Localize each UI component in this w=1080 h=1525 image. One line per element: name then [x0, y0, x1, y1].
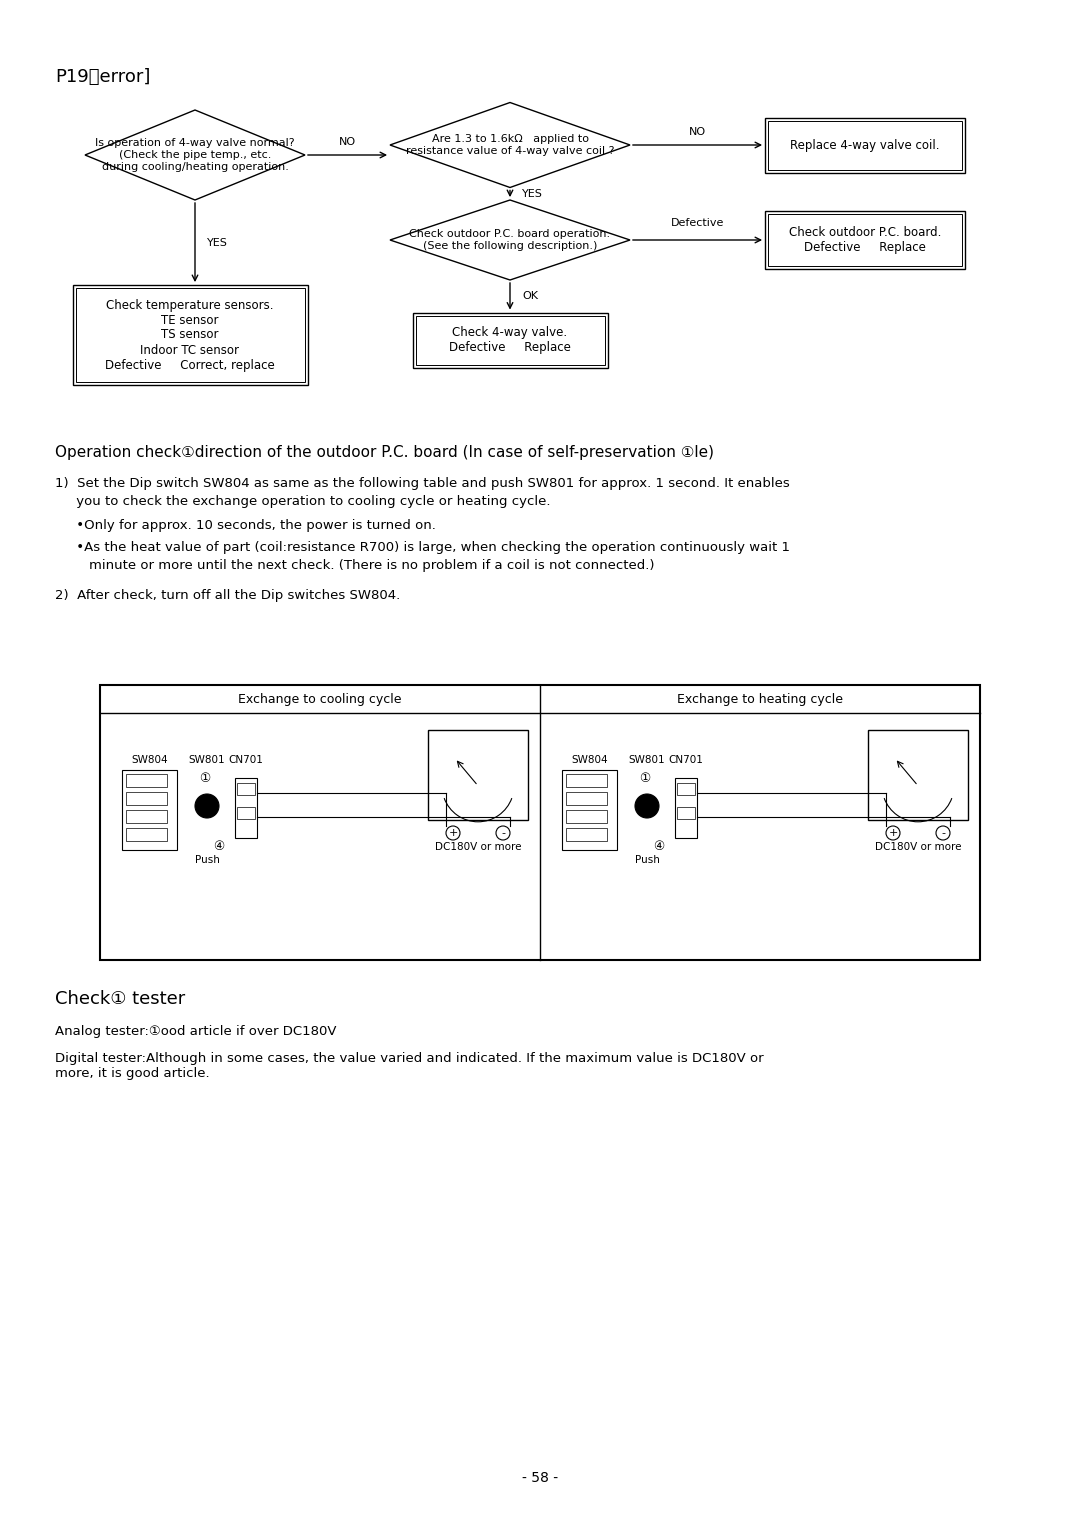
Bar	[566, 828, 607, 842]
Text: Check outdoor P.C. board operation.
(See the following description.): Check outdoor P.C. board operation. (See…	[409, 229, 610, 250]
Text: •As the heat value of part (coil:resistance R700) is large, when checking the op: •As the heat value of part (coil:resista…	[55, 541, 789, 554]
Text: Exchange to heating cycle: Exchange to heating cycle	[677, 692, 843, 706]
Text: Exchange to cooling cycle: Exchange to cooling cycle	[239, 692, 402, 706]
Text: P19をerror]: P19をerror]	[55, 69, 150, 85]
Text: DC180V or more: DC180V or more	[875, 842, 961, 852]
Text: Defective: Defective	[671, 218, 725, 229]
Text: Check 4-way valve.
Defective     Replace: Check 4-way valve. Defective Replace	[449, 326, 571, 354]
Bar	[126, 828, 167, 842]
Text: you to check the exchange operation to cooling cycle or heating cycle.: you to check the exchange operation to c…	[55, 496, 551, 508]
Text: ④: ④	[653, 839, 664, 852]
Bar	[122, 770, 177, 849]
Bar	[72, 285, 308, 384]
Text: Push: Push	[635, 856, 660, 865]
Text: - 58 -: - 58 -	[522, 1472, 558, 1485]
Text: Digital tester:Although in some cases, the value varied and indicated. If the ma: Digital tester:Although in some cases, t…	[55, 1052, 764, 1080]
Text: Check temperature sensors.
TE sensor
TS sensor
Indoor TC sensor
Defective     Co: Check temperature sensors. TE sensor TS …	[105, 299, 275, 372]
Bar	[126, 791, 167, 805]
Text: -: -	[941, 828, 945, 839]
Text: minute or more until the next check. (There is no problem if a coil is not conne: minute or more until the next check. (Th…	[55, 560, 654, 572]
Bar	[768, 214, 962, 265]
Text: 2)  After check, turn off all the Dip switches SW804.: 2) After check, turn off all the Dip swi…	[55, 589, 401, 602]
Text: Is operation of 4-way valve normal?
(Check the pipe temp., etc.
during cooling/h: Is operation of 4-way valve normal? (Che…	[95, 139, 295, 172]
Bar	[413, 313, 607, 368]
Text: CN701: CN701	[669, 755, 703, 766]
Bar	[765, 117, 966, 172]
Bar	[126, 810, 167, 824]
Text: NO: NO	[339, 137, 356, 146]
Text: +: +	[889, 828, 897, 839]
Text: +: +	[448, 828, 458, 839]
Text: Check① tester: Check① tester	[55, 990, 186, 1008]
Bar	[416, 316, 605, 364]
Circle shape	[195, 795, 219, 817]
Bar	[237, 782, 255, 795]
Bar	[566, 810, 607, 824]
Bar	[428, 730, 528, 820]
Bar	[675, 778, 697, 839]
Text: SW801: SW801	[189, 755, 226, 766]
Text: 1)  Set the Dip switch SW804 as same as the following table and push SW801 for a: 1) Set the Dip switch SW804 as same as t…	[55, 477, 789, 490]
Bar	[76, 288, 305, 381]
Text: NO: NO	[689, 127, 706, 137]
Text: SW804: SW804	[571, 755, 608, 766]
Text: YES: YES	[522, 189, 543, 198]
Text: Push: Push	[194, 856, 219, 865]
Bar	[566, 791, 607, 805]
Circle shape	[635, 795, 659, 817]
Bar	[868, 730, 968, 820]
Bar	[566, 775, 607, 787]
Bar	[768, 120, 962, 169]
Text: Are 1.3 to 1.6kΩ   applied to
resistance value of 4-way valve coil ?: Are 1.3 to 1.6kΩ applied to resistance v…	[406, 134, 615, 156]
Text: ④: ④	[214, 839, 225, 852]
Bar	[237, 807, 255, 819]
Bar	[677, 807, 696, 819]
Bar	[765, 210, 966, 268]
Bar	[235, 778, 257, 839]
Text: Analog tester:①ood article if over DC180V: Analog tester:①ood article if over DC180…	[55, 1025, 337, 1039]
Text: -: -	[501, 828, 505, 839]
Text: CN701: CN701	[229, 755, 264, 766]
Text: SW804: SW804	[131, 755, 167, 766]
Text: ①: ①	[639, 772, 650, 784]
Bar	[562, 770, 617, 849]
Text: DC180V or more: DC180V or more	[435, 842, 522, 852]
Text: ①: ①	[200, 772, 211, 784]
Bar	[126, 775, 167, 787]
Text: YES: YES	[207, 238, 228, 247]
Bar	[677, 782, 696, 795]
Text: OK: OK	[522, 291, 538, 302]
Bar	[100, 685, 980, 961]
Text: •Only for approx. 10 seconds, the power is turned on.: •Only for approx. 10 seconds, the power …	[55, 518, 436, 532]
Text: Operation check①direction of the outdoor P.C. board (In case of self-preservatio: Operation check①direction of the outdoor…	[55, 445, 714, 461]
Text: Replace 4-way valve coil.: Replace 4-way valve coil.	[791, 139, 940, 151]
Text: SW801: SW801	[629, 755, 665, 766]
Text: Check outdoor P.C. board.
Defective     Replace: Check outdoor P.C. board. Defective Repl…	[788, 226, 941, 255]
